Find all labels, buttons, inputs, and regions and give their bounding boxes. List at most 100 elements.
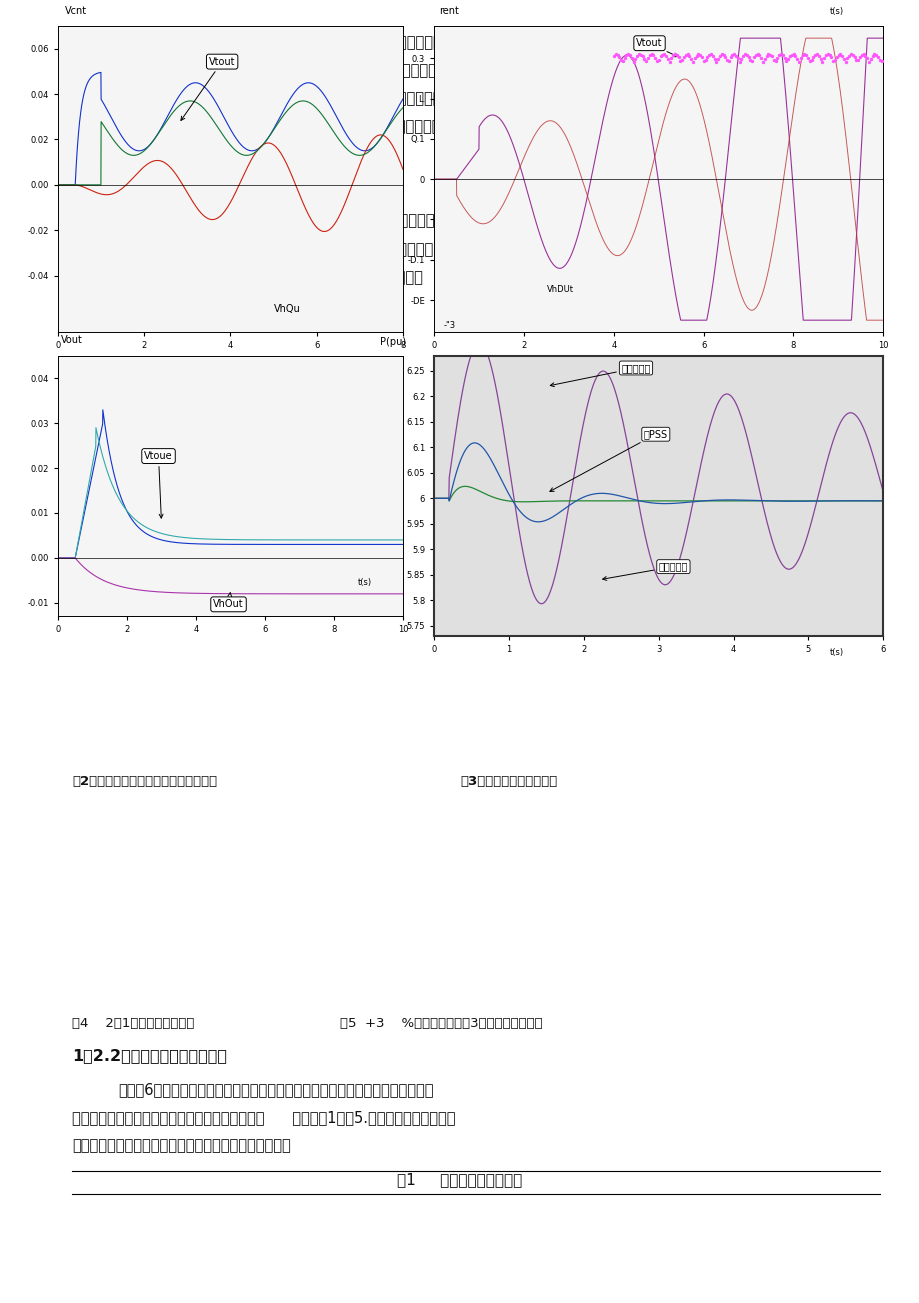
Point (726, 44, 741, 65)
Point (671, 47, 686, 68)
Point (719, 50, 733, 70)
Point (820, 44, 834, 65)
Text: 的确定方法，也可用相位补偿法整定相位补偿时间常数。: 的确定方法，也可用相位补偿法整定相位补偿时间常数。 (72, 1138, 290, 1153)
Point (638, 51, 652, 72)
Text: rent: rent (438, 5, 458, 16)
Point (767, 51, 782, 72)
Point (609, 44, 624, 65)
Point (818, 46, 833, 66)
Point (850, 50, 865, 70)
Point (762, 44, 777, 65)
Point (606, 46, 620, 66)
Point (636, 50, 651, 70)
Point (620, 44, 635, 65)
Text: Vtout: Vtout (181, 56, 235, 120)
Point (809, 44, 823, 65)
Point (712, 46, 727, 66)
Point (790, 51, 805, 72)
Point (873, 51, 888, 72)
Point (746, 47, 761, 68)
Point (753, 48, 767, 69)
Point (830, 44, 845, 65)
Point (669, 44, 684, 65)
Point (744, 51, 759, 72)
Point (859, 48, 874, 69)
Point (854, 44, 868, 65)
Point (769, 47, 784, 68)
Point (837, 52, 852, 73)
Point (857, 46, 872, 66)
Point (778, 51, 793, 72)
Point (690, 44, 705, 65)
Point (715, 44, 730, 65)
Point (649, 51, 664, 72)
Point (792, 47, 807, 68)
Point (871, 50, 886, 70)
Point (675, 50, 689, 70)
Point (834, 46, 848, 66)
Text: 励磁控制系统要有适当的稳定裕度，但不应过分强调稳定性而牺牲快速性。所以在设计: 励磁控制系统要有适当的稳定裕度，但不应过分强调稳定性而牺牲快速性。所以在设计 (118, 35, 450, 50)
Point (701, 44, 716, 65)
Point (647, 47, 662, 68)
Point (863, 48, 878, 69)
Point (805, 46, 820, 66)
Text: VhOut: VhOut (213, 593, 244, 610)
Point (811, 46, 825, 66)
Point (654, 44, 669, 65)
Point (728, 46, 743, 66)
Point (828, 47, 843, 68)
Point (780, 50, 795, 70)
Point (675, 46, 690, 66)
Point (839, 48, 854, 69)
Point (841, 46, 856, 66)
Point (631, 44, 646, 65)
Point (698, 50, 712, 70)
Point (722, 47, 737, 68)
Text: VhDUt: VhDUt (546, 285, 573, 294)
Text: P(pu): P(pu) (380, 336, 406, 347)
Point (743, 50, 757, 70)
Point (798, 44, 812, 65)
Point (677, 44, 692, 65)
Text: Vcnt: Vcnt (64, 5, 87, 16)
Point (703, 44, 718, 65)
Point (699, 47, 714, 68)
Text: 况下，励磁系统的暂态增益将降低    ，或在小扰动情况下，励磁系统的阻尼将降低，起不了应有: 况下，励磁系统的暂态增益将降低 ，或在小扰动情况下，励磁系统的阻尼将降低，起不了… (72, 119, 448, 134)
Point (782, 46, 797, 66)
Point (868, 44, 882, 65)
Point (843, 44, 857, 65)
Point (816, 48, 831, 69)
Point (713, 44, 728, 65)
Text: 的作用•因应针对系统的各个运行状态进行校验。: 的作用•因应针对系统的各个运行状态进行校验。 (72, 147, 265, 162)
Point (645, 44, 660, 65)
Point (832, 44, 846, 65)
Point (633, 44, 648, 65)
Point (788, 46, 802, 66)
Point (865, 46, 879, 66)
Point (756, 48, 771, 69)
Point (658, 46, 673, 66)
Point (724, 44, 739, 65)
Point (739, 44, 754, 65)
Text: Vout: Vout (62, 335, 84, 345)
Point (735, 46, 750, 66)
Point (686, 48, 701, 69)
Text: t(s): t(s) (828, 649, 843, 658)
Point (615, 51, 630, 72)
Point (640, 47, 654, 68)
Point (807, 44, 822, 65)
Point (613, 50, 628, 70)
Point (717, 47, 732, 68)
Text: t(s): t(s) (828, 7, 843, 16)
Text: 母线电压控制输出限制太小或太小或相位补偿时间常数整定不当        ，则会在暂态大扰动事故情: 母线电压控制输出限制太小或太小或相位补偿时间常数整定不当 ，则会在暂态大扰动事故… (72, 91, 459, 106)
Text: 文献〔6〕论证了对阻尼转矩的改善作用，本文通过时域法来验证若相位补偿时间: 文献〔6〕论证了对阻尼转矩的改善作用，本文通过时域法来验证若相位补偿时间 (118, 1081, 433, 1097)
Point (707, 48, 721, 69)
Point (845, 44, 859, 65)
Point (624, 47, 639, 68)
Point (696, 50, 710, 70)
Text: 界放大倍数时，偏差信号电压将发生持续振荡     ，见图2;当放大倍数过大时，偏差信号电压将发: 界放大倍数时，偏差信号电压将发生持续振荡 ，见图2;当放大倍数过大时，偏差信号电… (72, 241, 459, 255)
Point (812, 48, 827, 69)
Point (733, 48, 748, 69)
Point (694, 47, 709, 68)
Point (846, 47, 861, 68)
